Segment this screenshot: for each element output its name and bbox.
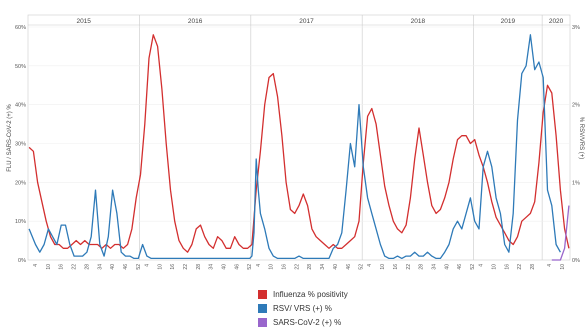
year-label-2019: 2019 (501, 18, 516, 25)
legend-swatch-sars (258, 317, 267, 327)
week-tick-2018-52: 52 (470, 264, 476, 270)
left-tick-40: 40% (15, 103, 26, 109)
left-axis: 0% 10% 20% 30% 40% 50% 60% (15, 25, 26, 264)
week-tick-2018-40: 40 (444, 264, 450, 270)
week-tick-2017-40: 40 (333, 264, 339, 270)
week-tick-2018-10: 10 (380, 264, 386, 270)
week-tick-2018-16: 16 (393, 264, 399, 270)
left-tick-50: 50% (15, 64, 26, 70)
week-tick-2015-34: 34 (97, 264, 103, 270)
week-tick-2018-22: 22 (406, 264, 412, 270)
year-label-2018: 2018 (411, 18, 426, 25)
series-rsv (28, 34, 561, 260)
week-tick-2017-46: 46 (346, 264, 352, 270)
left-tick-0: 0% (18, 258, 26, 264)
legend-label-influenza: Influenza % positivity (273, 289, 348, 299)
legend-item-sars: SARS-CoV-2 (+) % (258, 315, 348, 329)
left-tick-20: 20% (15, 180, 26, 186)
year-band: 2015 2016 2017 2018 2019 2020 (28, 15, 570, 260)
week-tick-2018-34: 34 (431, 264, 437, 270)
week-tick-2018-46: 46 (457, 264, 463, 270)
week-tick-2015-52: 52 (136, 264, 142, 270)
legend-item-rsv: RSV/ VRS (+) % (258, 301, 348, 315)
week-tick-2016-10: 10 (157, 264, 163, 270)
week-tick-2017-10: 10 (269, 264, 275, 270)
week-tick-2015-22: 22 (72, 264, 78, 270)
week-tick-2015-46: 46 (123, 264, 129, 270)
series-influenza (28, 34, 570, 253)
week-tick-2020-10: 10 (560, 264, 566, 270)
week-tick-2015-4: 4 (33, 264, 39, 267)
week-tick-2019-4: 4 (479, 264, 485, 267)
year-label-2020: 2020 (549, 18, 564, 25)
week-tick-2019-16: 16 (504, 264, 510, 270)
week-axis: 4 10 16 22 28 34 40 46 52 4 10 16 22 28 34 40 46 52 4 10 16 2… (33, 264, 566, 270)
week-tick-2019-10: 10 (491, 264, 497, 270)
week-tick-2019-22: 22 (517, 264, 523, 270)
series-sars-cov-2 (551, 205, 570, 261)
week-tick-2018-4: 4 (367, 264, 373, 267)
year-label-2015: 2015 (76, 18, 91, 25)
right-tick-0: 0% (572, 258, 580, 264)
week-tick-2016-40: 40 (222, 264, 228, 270)
week-tick-2015-16: 16 (59, 264, 65, 270)
year-label-2016: 2016 (188, 18, 203, 25)
legend-swatch-rsv (258, 303, 267, 313)
week-tick-2016-46: 46 (234, 264, 240, 270)
week-tick-2016-34: 34 (209, 264, 215, 270)
week-tick-2016-52: 52 (247, 264, 253, 270)
year-label-2017: 2017 (299, 18, 314, 25)
week-tick-2016-4: 4 (144, 264, 150, 267)
left-tick-60: 60% (15, 25, 26, 31)
right-tick-1: 1% (572, 180, 580, 186)
week-tick-2017-16: 16 (282, 264, 288, 270)
chart: 2015 2016 2017 2018 2019 2020 0%10%20%30%40%5… (7, 14, 584, 270)
legend: Influenza % positivity RSV/ VRS (+) % SA… (258, 287, 348, 329)
week-tick-2018-28: 28 (419, 264, 425, 270)
week-tick-2017-22: 22 (294, 264, 300, 270)
week-tick-2015-10: 10 (46, 264, 52, 270)
legend-swatch-influenza (258, 289, 267, 299)
week-tick-2016-28: 28 (196, 264, 202, 270)
week-tick-2019-28: 28 (530, 264, 536, 270)
right-tick-2: 2% (572, 103, 580, 109)
left-tick-30: 30% (15, 142, 26, 148)
week-tick-2017-52: 52 (359, 264, 365, 270)
week-tick-2015-40: 40 (110, 264, 116, 270)
week-tick-2017-34: 34 (320, 264, 326, 270)
week-tick-2017-28: 28 (307, 264, 313, 270)
y-axis-label-right: % RSV/VRS (+) (578, 117, 584, 160)
week-tick-2020-4: 4 (547, 264, 553, 267)
week-tick-2015-28: 28 (84, 264, 90, 270)
week-tick-2016-22: 22 (183, 264, 189, 270)
legend-item-influenza: Influenza % positivity (258, 287, 348, 301)
week-tick-2016-16: 16 (170, 264, 176, 270)
right-axis: 0% 1% 2% 3% (572, 25, 580, 264)
legend-label-sars: SARS-CoV-2 (+) % (273, 317, 342, 327)
legend-label-rsv: RSV/ VRS (+) % (273, 303, 332, 313)
week-tick-2017-4: 4 (256, 264, 262, 267)
y-axis-label-left: FLU / SARS-CoV-2 (+) % (7, 104, 13, 172)
left-tick-10: 10% (15, 219, 26, 225)
series-lines (28, 34, 570, 261)
right-tick-3: 3% (572, 25, 580, 31)
